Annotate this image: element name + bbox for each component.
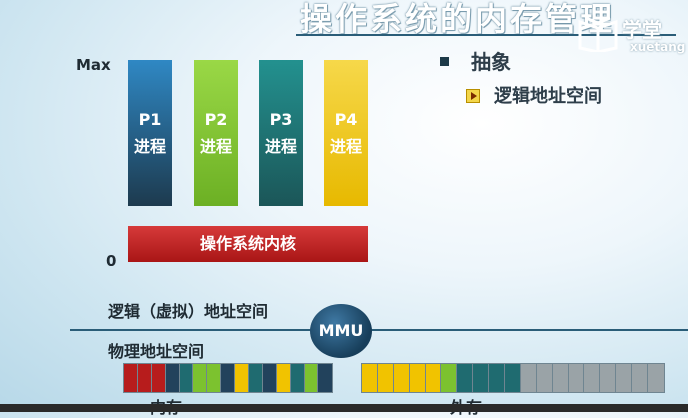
- memory-strip: [123, 363, 334, 393]
- memory-cell: [179, 364, 194, 392]
- logo-text-zh: 学堂: [622, 18, 662, 42]
- bottom-bar: [0, 404, 688, 412]
- axis-zero-label: 0: [106, 252, 117, 270]
- memory-cell: [473, 364, 490, 392]
- xuetang-logo: 学堂 xuetang: [578, 10, 688, 56]
- memory-cell: [393, 364, 410, 392]
- title-underline: [296, 34, 676, 36]
- square-bullet-icon: [440, 57, 449, 66]
- memory-cell: [165, 364, 180, 392]
- memory-cell: [207, 364, 222, 392]
- process-p1-block: P1 进程: [128, 60, 172, 206]
- process-p4-block: P4 进程: [324, 60, 368, 206]
- memory-cell: [290, 364, 305, 392]
- memory-cell: [124, 364, 138, 392]
- mmu-circle: MMU: [310, 304, 372, 358]
- logo-text-en: xuetang: [630, 40, 686, 54]
- memory-cell: [584, 364, 601, 392]
- bullet-level2-text: 逻辑地址空间: [494, 86, 602, 107]
- bullet-level1: 抽象: [440, 46, 511, 75]
- process-p2-block: P2 进程: [194, 60, 238, 206]
- logical-address-space-label: 逻辑（虚拟）地址空间: [108, 302, 269, 321]
- memory-cell: [616, 364, 633, 392]
- memory-cell: [632, 364, 649, 392]
- memory-cell: [276, 364, 291, 392]
- process-label: 进程: [329, 137, 362, 156]
- memory-cell: [235, 364, 250, 392]
- arrow-bullet-icon: [466, 89, 480, 103]
- process-label: 进程: [264, 137, 297, 156]
- memory-cell: [457, 364, 474, 392]
- memory-cell: [262, 364, 277, 392]
- memory-cell: [552, 364, 569, 392]
- memory-cell: [221, 364, 236, 392]
- memory-cell: [249, 364, 263, 392]
- os-kernel-block: 操作系统内核: [128, 226, 368, 262]
- process-name: P3: [269, 110, 293, 129]
- process-p3-block: P3 进程: [259, 60, 303, 206]
- memory-cell: [137, 364, 152, 392]
- bullet-level1-text: 抽象: [471, 50, 511, 74]
- physical-address-space-label: 物理地址空间: [108, 342, 205, 361]
- external-storage-strip: [361, 363, 665, 393]
- memory-cell: [520, 364, 537, 392]
- memory-cell: [600, 364, 617, 392]
- memory-cell: [536, 364, 553, 392]
- memory-cell: [377, 364, 394, 392]
- memory-cell: [193, 364, 208, 392]
- memory-cell: [409, 364, 426, 392]
- memory-cell: [489, 364, 506, 392]
- memory-cell: [362, 364, 378, 392]
- memory-cell: [151, 364, 166, 392]
- process-label: 进程: [199, 137, 232, 156]
- bullet-level2: 逻辑地址空间: [466, 82, 602, 108]
- memory-cell: [318, 364, 333, 392]
- address-space-divider: [70, 329, 688, 331]
- memory-cell: [505, 364, 521, 392]
- slide-title: 操作系统的内存管理: [300, 0, 616, 38]
- process-name: P4: [334, 110, 358, 129]
- memory-cell: [648, 364, 664, 392]
- book-logo-icon: [578, 16, 618, 52]
- memory-cell: [304, 364, 319, 392]
- process-name: P1: [138, 110, 162, 129]
- process-name: P2: [204, 110, 228, 129]
- memory-cell: [568, 364, 585, 392]
- memory-cell: [425, 364, 442, 392]
- axis-max-label: Max: [76, 56, 111, 74]
- process-label: 进程: [133, 137, 166, 156]
- memory-cell: [441, 364, 458, 392]
